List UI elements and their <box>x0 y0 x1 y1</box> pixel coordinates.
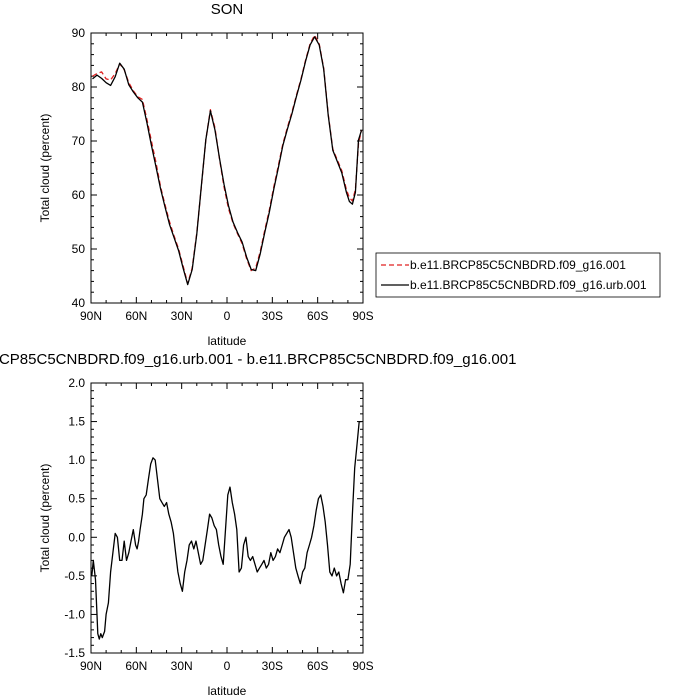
chart-title: SON <box>211 1 244 18</box>
y-tick-label: 80 <box>72 80 86 94</box>
plot-frame <box>90 382 364 654</box>
y-tick-label: 0.5 <box>68 492 85 506</box>
series-line-1 <box>91 420 362 640</box>
legend-label-1: b.e11.BRCP85C5CNBDRD.f09_g16.001 <box>410 258 626 272</box>
x-tick-label: 0 <box>224 309 231 323</box>
top-panel: SON 90N 60N 30N 0 30S 60S 90S 40 50 60 70 80 90 latitu… <box>38 1 374 348</box>
y-tick-label: 50 <box>72 242 86 256</box>
x-tick-label: 30S <box>262 659 283 673</box>
x-tick-label: 60S <box>307 309 328 323</box>
y-tick-label: 1.5 <box>68 415 85 429</box>
x-tick-label: 60N <box>125 659 147 673</box>
legend-label-2: b.e11.BRCP85C5CNBDRD.f09_g16.urb.001 <box>410 278 647 292</box>
plot-frame <box>90 32 364 304</box>
legend-box <box>375 252 661 298</box>
y-tick-label: 90 <box>72 26 86 40</box>
x-tick-label: 90N <box>80 659 102 673</box>
y-tick-label: -0.5 <box>64 569 85 583</box>
x-axis-label: latitude <box>208 334 247 348</box>
y-tick-label: 60 <box>72 188 86 202</box>
chart-title: b.e11.BRCP85C5CNBDRD.f09_g16.urb.001 - b… <box>0 351 516 368</box>
y-tick-label: 0.0 <box>68 530 85 544</box>
series-line-1 <box>92 34 363 285</box>
bottom-panel: b.e11.BRCP85C5CNBDRD.f09_g16.urb.001 - b… <box>0 351 516 698</box>
x-tick-label: 90S <box>352 659 373 673</box>
y-tick-label: -1.0 <box>64 607 85 621</box>
x-tick-label: 30S <box>262 309 283 323</box>
y-axis-label: Total cloud (percent) <box>38 114 52 223</box>
x-tick-label: 60S <box>307 659 328 673</box>
x-tick-label: 90N <box>80 309 102 323</box>
x-tick-label: 30N <box>171 659 193 673</box>
x-tick-label: 90S <box>352 309 373 323</box>
y-tick-label: -1.5 <box>64 646 85 660</box>
y-tick-label: 1.0 <box>68 453 85 467</box>
x-axis-label: latitude <box>208 684 247 698</box>
y-tick-label: 40 <box>72 296 86 310</box>
legend: b.e11.BRCP85C5CNBDRD.f09_g16.001 b.e11.BR… <box>375 252 661 298</box>
y-axis-label: Total cloud (percent) <box>38 464 52 573</box>
series-line-2 <box>92 36 363 286</box>
x-tick-label: 60N <box>125 309 147 323</box>
y-tick-label: 70 <box>72 134 86 148</box>
y-tick-label: 2.0 <box>68 376 85 390</box>
x-tick-label: 0 <box>224 659 231 673</box>
x-tick-label: 30N <box>171 309 193 323</box>
